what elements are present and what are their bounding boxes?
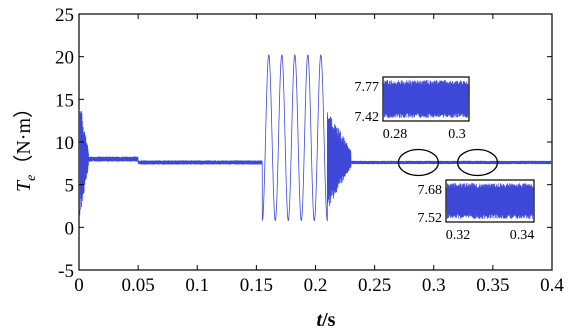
torque-trace xyxy=(79,54,552,222)
inset-series-line xyxy=(383,80,469,118)
inset-y-tick-label: 7.68 xyxy=(418,183,443,198)
zoom-annotations xyxy=(397,148,499,177)
inset-x-tick-label: 0.32 xyxy=(446,228,471,243)
x-tick-label: 0.25 xyxy=(358,275,391,296)
zoom-inset: 7.77 7.420.28 0.3 xyxy=(355,76,470,142)
inset-y-tick-label: 7.52 xyxy=(418,211,443,226)
inset-y-tick-label: 7.42 xyxy=(355,110,380,125)
y-axis-label-symbol: T xyxy=(13,179,35,192)
x-axis-label: t/s xyxy=(317,309,336,331)
inset-x-tick-label: 0.34 xyxy=(510,228,535,243)
axis-ticks: 0 0.05 0.1 0.15 0.2 0.25 0.3 0.35 0.4-5051015202… xyxy=(55,5,564,296)
x-tick-label: 0.15 xyxy=(240,275,273,296)
y-tick-label: 10 xyxy=(55,133,74,154)
plot-frame xyxy=(78,13,553,271)
y-tick-label: 0 xyxy=(65,218,75,239)
zoom-insets: 7.77 7.420.28 0.3 7.68 7.520.32 0.34 xyxy=(355,76,535,243)
y-tick-label: -5 xyxy=(58,261,74,282)
y-tick-label: 20 xyxy=(55,48,74,69)
y-axis-label-subscript: e xyxy=(24,175,39,181)
inset-x-tick-label: 0.28 xyxy=(383,127,408,142)
torque-series-line xyxy=(79,54,552,222)
zoom-ellipse xyxy=(456,148,499,177)
x-tick-label: 0.35 xyxy=(476,275,509,296)
zoom-inset: 7.68 7.520.32 0.34 xyxy=(418,179,535,243)
y-axis-label-unit: （N·m） xyxy=(12,98,35,175)
inset-x-tick-label: 0.3 xyxy=(448,127,466,142)
inset-series-line xyxy=(446,183,534,219)
x-axis-label-unit: /s xyxy=(321,309,336,331)
x-tick-label: 0.1 xyxy=(185,275,209,296)
inset-y-tick-label: 7.77 xyxy=(355,80,380,95)
x-tick-label: 0.3 xyxy=(422,275,446,296)
x-tick-label: 0 xyxy=(74,275,84,296)
x-axis-label-italic: t xyxy=(317,309,324,331)
zoom-ellipse xyxy=(397,148,440,177)
x-tick-label: 0.4 xyxy=(540,275,564,296)
y-tick-label: 15 xyxy=(55,90,74,111)
y-axis-label: Te（N·m） xyxy=(12,98,39,192)
y-tick-label: 5 xyxy=(65,176,75,197)
x-tick-label: 0.2 xyxy=(304,275,328,296)
x-tick-label: 0.05 xyxy=(122,275,155,296)
y-tick-label: 25 xyxy=(55,5,74,26)
